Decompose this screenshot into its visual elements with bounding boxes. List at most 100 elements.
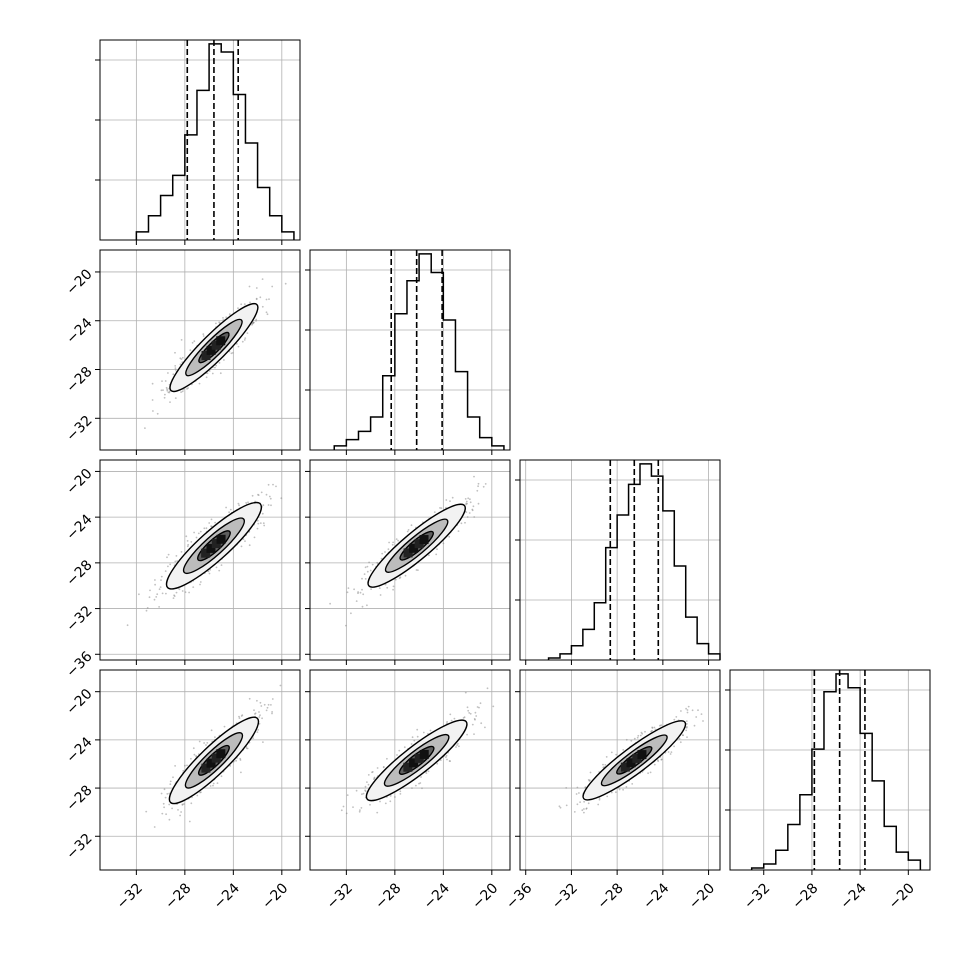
sample-point bbox=[238, 717, 241, 719]
sample-point bbox=[360, 807, 363, 809]
sample-point bbox=[453, 717, 456, 720]
sample-point bbox=[192, 747, 195, 750]
sample-point bbox=[451, 496, 454, 499]
sample-point bbox=[159, 586, 162, 588]
y-tick-label: −24 bbox=[63, 315, 95, 347]
sample-point bbox=[199, 791, 201, 794]
sample-point bbox=[210, 525, 213, 528]
sample-point bbox=[165, 592, 167, 595]
sample-point bbox=[256, 527, 259, 530]
sample-point bbox=[184, 764, 186, 767]
sample-point bbox=[179, 363, 182, 366]
sample-point bbox=[244, 337, 247, 339]
sample-point bbox=[477, 502, 480, 505]
sample-point bbox=[223, 359, 225, 361]
sample-point bbox=[476, 706, 479, 708]
y-tick-label: −32 bbox=[63, 831, 95, 863]
sample-point bbox=[258, 716, 261, 718]
sample-point bbox=[218, 362, 221, 364]
sample-point bbox=[240, 545, 243, 548]
sample-point bbox=[359, 809, 361, 811]
sample-point bbox=[164, 393, 166, 396]
sample-point bbox=[389, 795, 392, 797]
sample-point bbox=[237, 307, 239, 310]
sample-point bbox=[685, 707, 687, 710]
sample-point bbox=[193, 753, 196, 756]
sample-point bbox=[166, 793, 169, 795]
sample-point bbox=[380, 557, 383, 560]
sample-point bbox=[249, 301, 251, 304]
sample-point bbox=[659, 724, 661, 727]
sample-point bbox=[261, 512, 264, 515]
sample-point bbox=[345, 812, 348, 815]
sample-point bbox=[422, 731, 425, 734]
sample-point bbox=[265, 311, 268, 314]
sample-point bbox=[267, 703, 270, 706]
sample-point bbox=[182, 769, 185, 772]
sample-point bbox=[247, 501, 249, 504]
sample-point bbox=[425, 772, 428, 774]
sample-point bbox=[148, 596, 151, 599]
sample-point bbox=[486, 687, 489, 690]
sample-point bbox=[389, 800, 392, 803]
sample-point bbox=[581, 809, 584, 812]
sample-point bbox=[188, 820, 191, 823]
density-core-cell bbox=[409, 543, 419, 553]
sample-point bbox=[651, 726, 654, 729]
sample-point bbox=[466, 516, 469, 518]
y-tick-label: −20 bbox=[63, 686, 95, 718]
sample-point bbox=[446, 721, 448, 723]
sample-point bbox=[482, 485, 485, 488]
sample-point bbox=[433, 511, 436, 513]
sample-point bbox=[364, 789, 366, 792]
sample-point bbox=[413, 739, 416, 742]
sample-point bbox=[199, 581, 202, 583]
sample-point bbox=[466, 733, 468, 736]
sample-point bbox=[399, 793, 402, 795]
sample-point bbox=[362, 593, 365, 596]
density-core-cell bbox=[626, 758, 636, 768]
x-tick-label: −20 bbox=[259, 880, 291, 912]
y-tick-label: −36 bbox=[63, 649, 95, 681]
sample-point bbox=[346, 794, 349, 796]
sample-point bbox=[445, 756, 447, 758]
panel-frame bbox=[309, 669, 511, 871]
sample-point bbox=[174, 560, 177, 563]
x-tick-label: −32 bbox=[549, 880, 581, 912]
density-core-cell bbox=[419, 535, 429, 545]
sample-point bbox=[267, 504, 270, 506]
sample-point bbox=[576, 786, 579, 789]
sample-point bbox=[467, 497, 470, 500]
sample-point bbox=[410, 743, 413, 745]
sample-point bbox=[361, 588, 363, 591]
sample-point bbox=[268, 495, 271, 498]
sample-point bbox=[181, 356, 184, 359]
sample-point bbox=[673, 745, 675, 748]
sample-point bbox=[685, 726, 688, 729]
panel-frame bbox=[519, 459, 721, 661]
sample-point bbox=[181, 804, 184, 806]
density-core-cell bbox=[620, 762, 630, 772]
sample-point bbox=[179, 814, 182, 817]
sample-point bbox=[168, 803, 171, 806]
sample-point bbox=[187, 543, 190, 546]
sample-point bbox=[428, 554, 430, 557]
sample-point bbox=[660, 758, 663, 761]
sample-point bbox=[559, 806, 562, 809]
sample-point bbox=[223, 725, 226, 728]
sample-point bbox=[155, 596, 158, 598]
sample-point bbox=[180, 339, 183, 341]
sample-point bbox=[256, 519, 259, 522]
sample-point bbox=[257, 493, 259, 496]
sample-point bbox=[265, 493, 268, 496]
sample-point bbox=[161, 812, 164, 815]
sample-point bbox=[260, 705, 263, 707]
sample-point bbox=[181, 390, 184, 393]
sample-point bbox=[284, 282, 287, 285]
sample-point bbox=[598, 798, 601, 801]
sample-point bbox=[382, 766, 385, 769]
y-tick-label: −28 bbox=[63, 557, 95, 589]
sample-point bbox=[442, 542, 445, 545]
sample-point bbox=[257, 729, 259, 731]
sample-point bbox=[202, 333, 205, 335]
